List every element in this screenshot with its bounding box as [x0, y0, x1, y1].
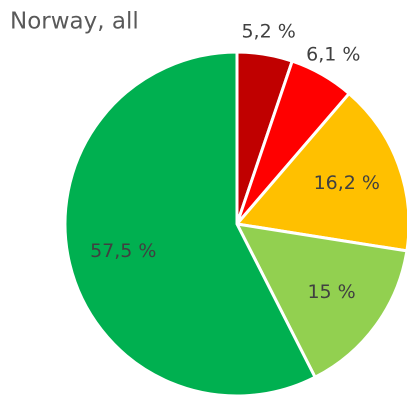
data-label: 15 % [307, 281, 355, 303]
data-label: 5,2 % [241, 21, 295, 43]
pie-slice [234, 222, 407, 380]
data-label: 16,2 % [314, 172, 380, 194]
pie-slice [63, 50, 318, 398]
chart-title: Norway, all [10, 9, 139, 35]
pie-slice [234, 91, 407, 253]
data-label: 57,5 % [90, 240, 156, 262]
data-label: 6,1 % [306, 44, 360, 66]
